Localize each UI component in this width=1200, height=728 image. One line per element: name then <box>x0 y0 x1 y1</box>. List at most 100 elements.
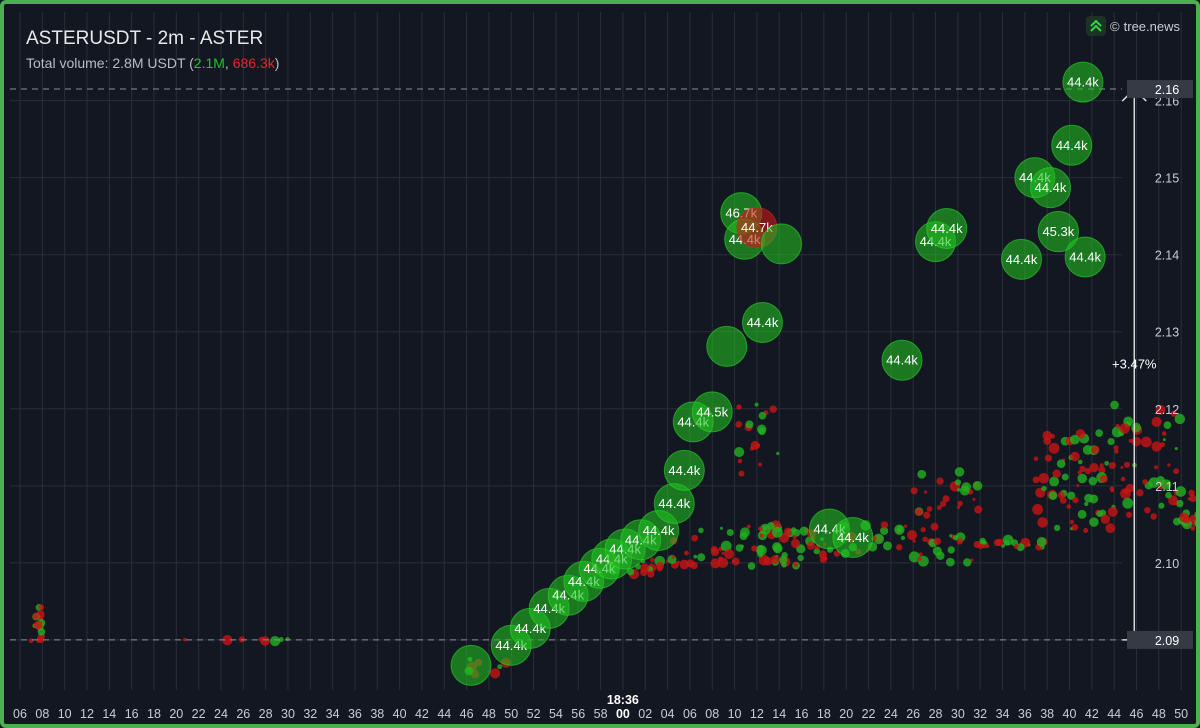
small-buy-dot <box>285 636 290 642</box>
small-buy-dot <box>882 541 892 551</box>
y-tick-label: 2.10 <box>1155 557 1179 571</box>
small-buy-dot <box>757 551 763 558</box>
x-tick-label: 50 <box>504 707 518 721</box>
buy-bubble <box>926 207 968 249</box>
small-buy-dot <box>1084 493 1094 503</box>
small-buy-dot <box>1176 499 1184 508</box>
y-tick-label: 2.14 <box>1155 249 1179 263</box>
small-buy-dot <box>1069 434 1080 445</box>
small-sell-dot <box>936 477 944 485</box>
buy-bubble <box>1037 210 1080 253</box>
small-sell-dot <box>258 636 264 642</box>
x-tick-label: 08 <box>705 707 719 721</box>
small-sell-dot <box>1032 503 1044 515</box>
small-sell-dot <box>710 548 720 557</box>
small-sell-dot <box>1144 506 1151 514</box>
small-sell-dot <box>790 538 801 549</box>
small-sell-dot <box>1190 526 1195 531</box>
small-sell-dot <box>1013 544 1019 549</box>
small-buy-dot <box>972 481 983 491</box>
small-sell-dot <box>926 506 933 512</box>
bubble-volume-label: 44.4k <box>1056 138 1088 153</box>
total-volume: Total volume: 2.8M USDT (2.1M, 686.3k) <box>26 55 279 71</box>
small-sell-dot <box>903 524 908 528</box>
x-tick-label: 50 <box>1174 707 1188 721</box>
small-buy-dot <box>1122 497 1134 509</box>
bubble-chart[interactable]: 44.4k 44.4k 44.4k 44.4k 44.4k 44.4k 44.4k 44.4k… <box>4 4 1196 724</box>
small-sell-dot <box>1167 463 1171 467</box>
small-buy-dot <box>791 527 797 533</box>
small-sell-dot <box>1140 436 1152 448</box>
small-buy-dot <box>1107 438 1115 446</box>
x-tick-label: 22 <box>192 707 206 721</box>
small-sell-dot <box>1150 513 1157 520</box>
small-buy-dot <box>908 551 920 563</box>
x-tick-label: 38 <box>1040 707 1054 721</box>
tree-news-logo-icon <box>1086 16 1107 36</box>
brand-copyright: © <box>1110 18 1120 34</box>
buy-bubble <box>760 223 802 265</box>
x-tick-label: 42 <box>1085 707 1099 721</box>
trade-bubble: 44.4k <box>1051 124 1093 166</box>
small-sell-dot <box>792 561 799 567</box>
buy-volume: 2.1M <box>193 55 225 71</box>
small-sell-dot <box>1044 454 1052 462</box>
trade-bubble <box>760 223 802 265</box>
small-sell-dot <box>1057 491 1065 499</box>
small-sell-dot <box>1076 484 1080 488</box>
small-buy-dot <box>1036 536 1047 547</box>
brand-name: tree.news <box>1123 18 1180 34</box>
small-sell-dot <box>735 421 742 428</box>
buy-bubble <box>691 391 733 433</box>
small-sell-dot <box>1070 451 1080 462</box>
trade-bubbles: 44.4k 44.4k 44.4k 44.4k 44.4k 44.4k 44.4k 44.4k… <box>450 61 1106 686</box>
small-buy-dot <box>799 526 809 536</box>
x-tick-label: 40 <box>393 707 407 721</box>
small-buy-dot <box>894 524 905 535</box>
small-buy-dot <box>1003 539 1010 546</box>
brand-watermark[interactable]: © tree.news <box>1086 16 1180 36</box>
small-sell-dot <box>721 551 725 555</box>
small-sell-dot <box>690 561 698 570</box>
small-sell-dot <box>36 638 41 644</box>
small-sell-dot <box>1100 474 1108 483</box>
buy-bubble <box>1001 238 1043 280</box>
trade-bubble: 44.4k <box>832 516 874 558</box>
x-tick-label: 10 <box>728 707 742 721</box>
small-sell-dot <box>917 556 922 562</box>
small-sell-dot <box>1179 512 1189 523</box>
small-buy-dot <box>720 540 732 552</box>
trade-bubble <box>706 325 748 367</box>
x-tick-label: 54 <box>549 707 563 721</box>
small-sell-dot <box>749 446 754 451</box>
x-tick-label: 24 <box>214 707 228 721</box>
small-buy-dot <box>947 546 955 554</box>
buy-bubble <box>1064 236 1106 278</box>
small-sell-dot <box>1173 468 1180 475</box>
x-tick-label: 26 <box>906 707 920 721</box>
small-sell-dot <box>746 524 751 529</box>
small-buy-dot <box>772 526 783 538</box>
x-tick-label: 58 <box>594 707 608 721</box>
small-sell-dot <box>1052 469 1061 478</box>
small-sell-dot <box>1089 463 1099 473</box>
small-buy-dot <box>497 664 503 670</box>
small-sell-dot <box>912 539 916 543</box>
small-sell-dot <box>1120 476 1126 482</box>
small-sell-dot <box>650 557 655 563</box>
small-sell-dot <box>1066 504 1072 509</box>
x-tick-label: 34 <box>996 707 1010 721</box>
x-tick-label: 06 <box>13 707 27 721</box>
small-sell-dot <box>671 555 675 559</box>
bubble-volume-label: 44.4k <box>1069 250 1101 265</box>
small-buy-dot <box>1194 511 1196 519</box>
small-sell-dot <box>1113 445 1119 451</box>
price-marker-box <box>1127 80 1193 99</box>
x-tick-label: 48 <box>1152 707 1166 721</box>
small-sell-dot <box>32 612 39 620</box>
small-sell-dot <box>922 536 928 542</box>
small-buy-dot <box>726 528 734 537</box>
small-sell-dot <box>679 559 690 570</box>
bubble-volume-label: 44.4k <box>1035 180 1067 195</box>
total-volume-prefix: Total volume: 2.8M USDT ( <box>26 55 194 71</box>
